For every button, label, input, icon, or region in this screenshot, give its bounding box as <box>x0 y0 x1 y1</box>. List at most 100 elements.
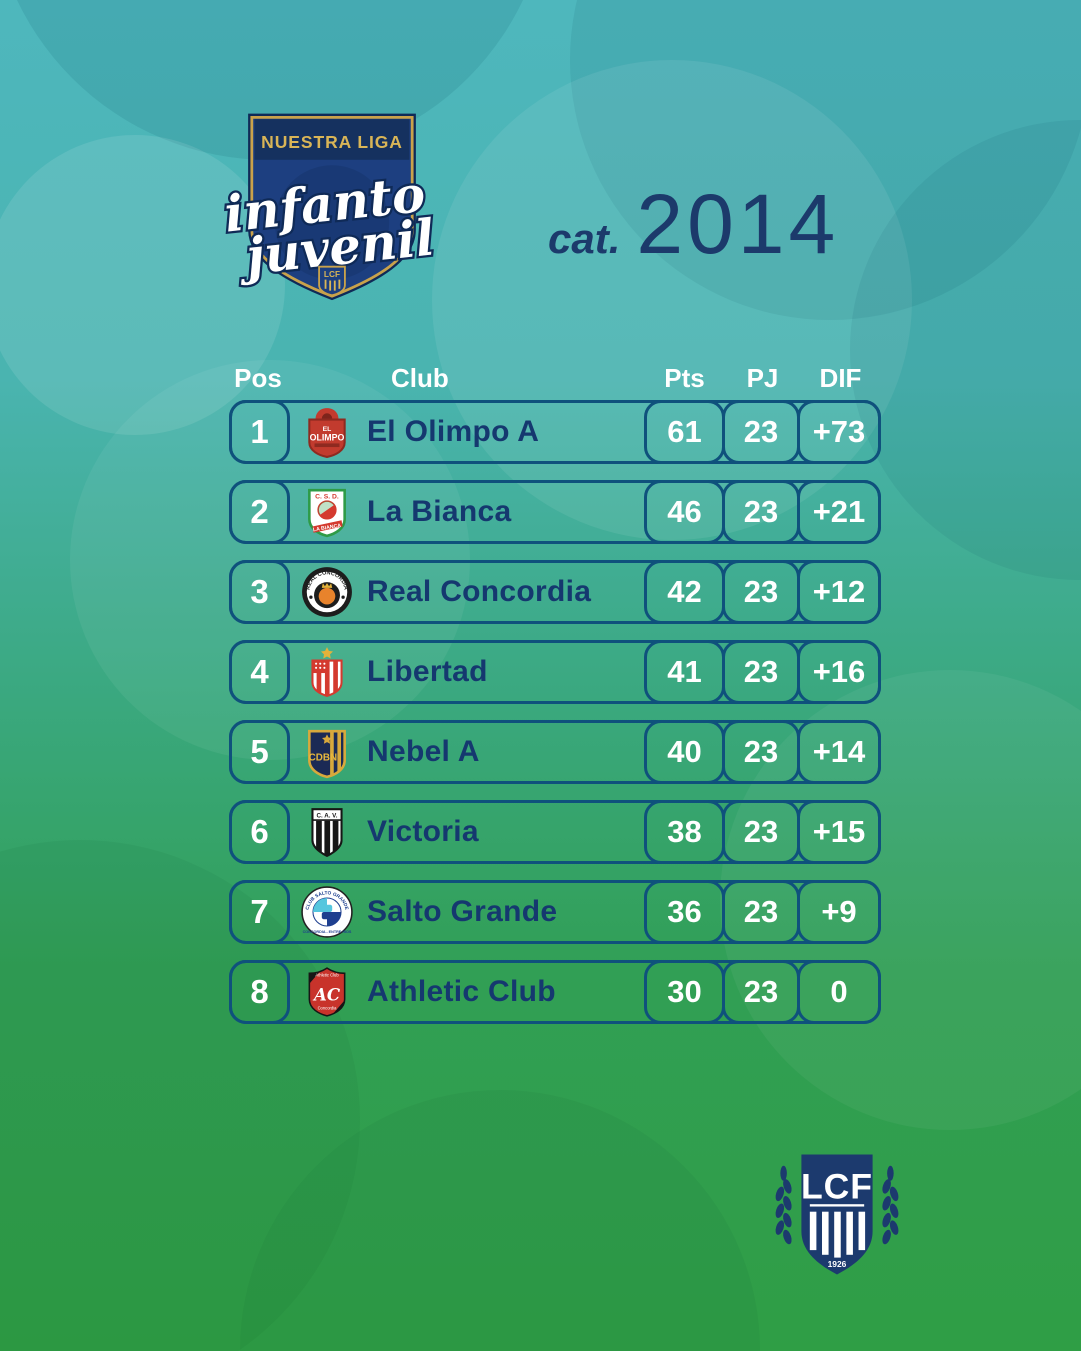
points-cell: 41 <box>644 640 725 704</box>
goal-diff-cell: +12 <box>797 560 881 624</box>
table-row: 8 Athletic Club AC Concordia Athletic Cl… <box>229 960 881 1024</box>
points-cell: 40 <box>644 720 725 784</box>
lcf-year: 1926 <box>828 1259 847 1269</box>
position-number: 4 <box>250 653 269 690</box>
goal-diff-cell: +15 <box>797 800 881 864</box>
badge-mini-crest-icon: LCF <box>318 265 346 297</box>
badge-crest-label: LCF <box>324 269 340 279</box>
club-cell: REAL CONCORDIA Real Concordia <box>300 563 591 621</box>
played-cell: 23 <box>722 640 800 704</box>
points-value: 61 <box>667 414 702 449</box>
played-value: 23 <box>743 814 779 849</box>
club-cell: Libertad <box>300 643 488 701</box>
played-value: 23 <box>743 894 779 929</box>
real-concordia-crest-icon: REAL CONCORDIA <box>300 565 354 619</box>
el-olimpo-crest-icon: EL OLIMPO <box>300 405 354 459</box>
salto-grande-crest-icon: CLUB SALTO GRANDE CONCORDIA - ENTRE RIOS <box>300 885 354 939</box>
points-value: 41 <box>667 654 702 689</box>
goal-diff-value: +14 <box>812 734 866 769</box>
played-cell: 23 <box>722 560 800 624</box>
goal-diff-value: 0 <box>830 974 848 1009</box>
svg-text:C. A. V.: C. A. V. <box>317 812 338 819</box>
goal-diff-value: +16 <box>812 654 866 689</box>
table-row: 3 REAL CONCORDIA Real Concordia 42 23 +1… <box>229 560 881 624</box>
club-cell: Athletic Club AC Concordia Athletic Club <box>300 963 556 1021</box>
nebel-crest-icon: CDBN <box>300 725 354 779</box>
points-value: 46 <box>667 494 702 529</box>
goal-diff-value: +9 <box>821 894 857 929</box>
played-value: 23 <box>743 414 779 449</box>
position-number: 7 <box>250 893 269 930</box>
club-cell: C. S. D. LA BIANCA La Bianca <box>300 483 511 541</box>
table-row: 1 EL OLIMPO El Olimpo A 61 23 +73 <box>229 400 881 464</box>
position-cell: 3 <box>229 560 290 624</box>
category: cat. 2014 <box>548 182 839 266</box>
club-cell: CDBN Nebel A <box>300 723 480 781</box>
svg-text:OLIMPO: OLIMPO <box>310 432 345 442</box>
club-cell: EL OLIMPO El Olimpo A <box>300 403 539 461</box>
background-circle <box>0 135 285 435</box>
goal-diff-cell: +73 <box>797 400 881 464</box>
club-name: Athletic Club <box>367 975 556 1008</box>
category-prefix: cat. <box>548 215 621 262</box>
points-value: 40 <box>667 734 702 769</box>
points-value: 42 <box>667 574 702 609</box>
table-row: 4 Libertad 41 23 +16 <box>229 640 881 704</box>
played-cell: 23 <box>722 720 800 784</box>
column-header-pos: Pos <box>234 362 282 393</box>
table-body: 1 EL OLIMPO El Olimpo A 61 23 +73 2 C. S… <box>229 400 881 1024</box>
position-cell: 2 <box>229 480 290 544</box>
laurel-right-icon <box>882 1165 899 1245</box>
club-name: Nebel A <box>367 735 480 768</box>
table-row: 6 C. A. V. Victoria 38 23 +15 <box>229 800 881 864</box>
la-bianca-crest-icon: C. S. D. LA BIANCA <box>300 485 354 539</box>
column-header-pts: Pts <box>664 362 705 393</box>
club-name: Libertad <box>367 655 488 688</box>
goal-diff-value: +15 <box>812 814 866 849</box>
club-cell: C. A. V. Victoria <box>300 803 479 861</box>
played-cell: 23 <box>722 960 800 1024</box>
svg-text:C. S. D.: C. S. D. <box>315 494 339 501</box>
stats-cells: 38 23 +15 <box>644 800 881 864</box>
position-cell: 5 <box>229 720 290 784</box>
goal-diff-value: +73 <box>812 414 866 449</box>
position-number: 2 <box>250 493 269 530</box>
club-name: Salto Grande <box>367 895 558 928</box>
stats-cells: 40 23 +14 <box>644 720 881 784</box>
category-year: 2014 <box>636 177 840 271</box>
points-value: 36 <box>667 894 702 929</box>
svg-text:CDBN: CDBN <box>309 752 337 763</box>
goal-diff-cell: 0 <box>797 960 881 1024</box>
svg-text:Concordia: Concordia <box>318 1006 338 1011</box>
position-number: 8 <box>250 973 269 1010</box>
league-badge: NUESTRA LIGA infanto juvenil LCF <box>219 110 440 322</box>
stats-cells: 41 23 +16 <box>644 640 881 704</box>
position-cell: 8 <box>229 960 290 1024</box>
stats-cells: 36 23 +9 <box>644 880 881 944</box>
background-circle <box>720 670 1081 1130</box>
libertad-crest-icon <box>300 645 354 699</box>
club-name: La Bianca <box>367 495 512 528</box>
club-name: El Olimpo A <box>367 415 540 448</box>
badge-top-label: NUESTRA LIGA <box>261 132 403 152</box>
played-value: 23 <box>743 734 779 769</box>
lcf-footer-badge: LCF 1926 <box>748 1146 926 1298</box>
table-row: 7 CLUB SALTO GRANDE CONCORDIA - ENTRE RI… <box>229 880 881 944</box>
background-circle <box>432 60 912 540</box>
position-number: 5 <box>250 733 269 770</box>
position-cell: 7 <box>229 880 290 944</box>
lcf-label: LCF <box>801 1167 873 1207</box>
lcf-shield-icon: LCF 1926 <box>775 1154 899 1275</box>
goal-diff-value: +21 <box>812 494 866 529</box>
played-value: 23 <box>743 494 779 529</box>
table-header: Pos Club Pts PJ DIF <box>229 356 881 400</box>
played-cell: 23 <box>722 800 800 864</box>
goal-diff-cell: +9 <box>797 880 881 944</box>
table-row: 2 C. S. D. LA BIANCA La Bianca 46 23 +21 <box>229 480 881 544</box>
position-cell: 6 <box>229 800 290 864</box>
points-cell: 46 <box>644 480 725 544</box>
svg-text:LA BIANCA: LA BIANCA <box>313 523 342 533</box>
stats-cells: 61 23 +73 <box>644 400 881 464</box>
stats-cells: 30 23 0 <box>644 960 881 1024</box>
played-value: 23 <box>743 974 779 1009</box>
